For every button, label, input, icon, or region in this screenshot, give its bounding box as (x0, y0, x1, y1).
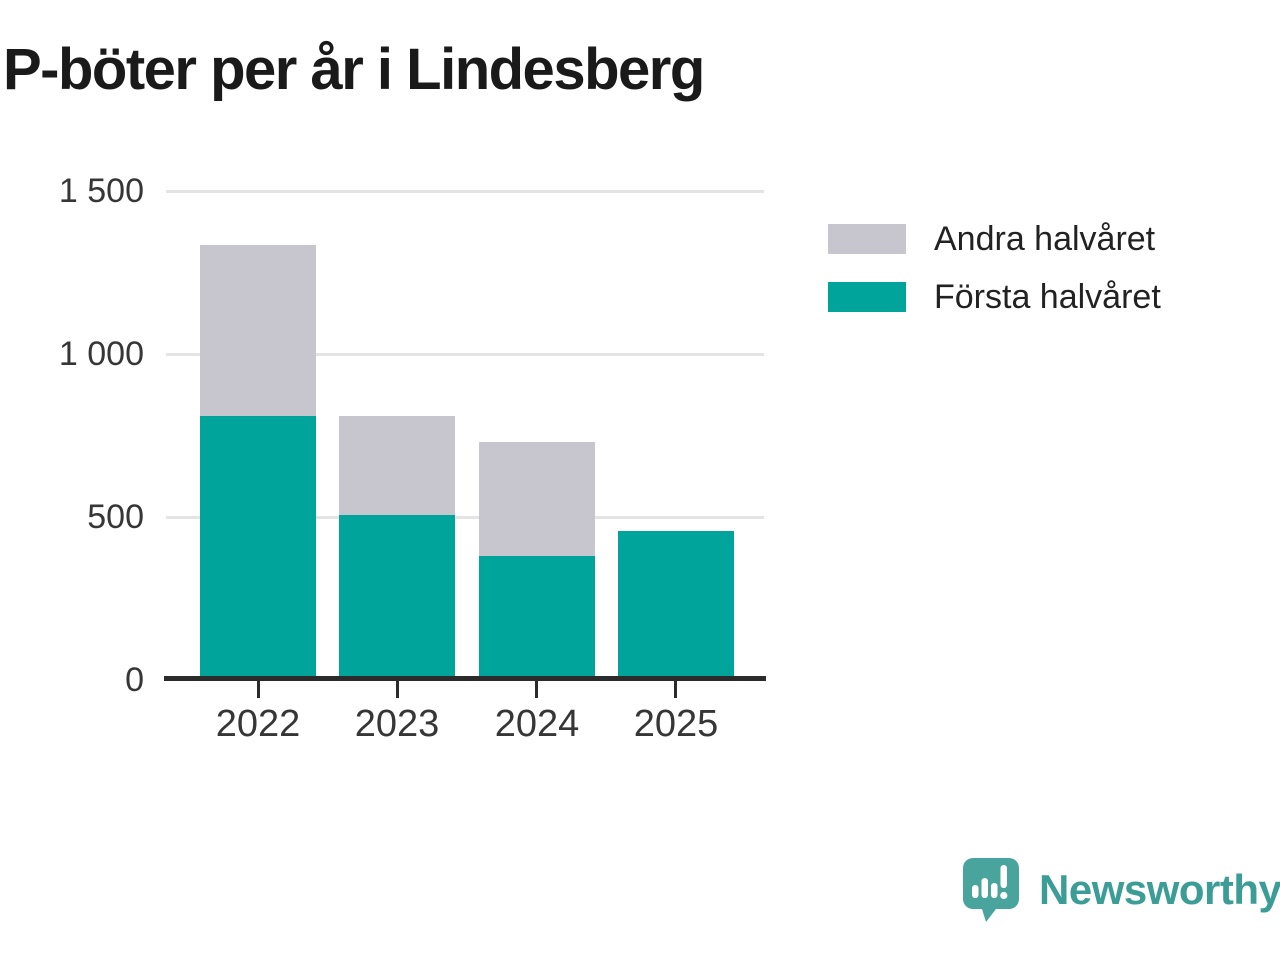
legend-label-andra-halvaret: Andra halvåret (934, 219, 1156, 258)
x-axis-line (164, 676, 766, 681)
x-axis-tick-2022 (257, 681, 260, 698)
gridline-500 (166, 516, 764, 519)
bar-2024-andra-halvaret (479, 442, 595, 556)
x-axis-tick-label-2024: 2024 (494, 703, 580, 745)
bar-2023-andra-halvaret (339, 416, 455, 515)
newsworthy-wordmark: Newsworthy (1039, 866, 1280, 913)
legend-swatch-andra-halvaret (828, 224, 906, 254)
chart-title: P-böter per år i Lindesberg (3, 37, 705, 102)
bar-2025-forsta-halvaret (618, 531, 734, 678)
x-axis-tick-2025 (674, 681, 677, 698)
x-axis-tick-label-2025: 2025 (633, 703, 719, 745)
y-axis-tick-label-1000: 1 000 (58, 335, 144, 373)
legend-label-forsta-halvaret: Första halvåret (934, 277, 1161, 316)
legend: Andra halvåret Första halvåret (828, 219, 1161, 338)
x-axis-tick-label-2022: 2022 (215, 703, 301, 745)
bar-2023-forsta-halvaret (339, 515, 455, 678)
legend-item-andra-halvaret: Andra halvåret (828, 219, 1161, 258)
gridline-1500 (166, 190, 764, 193)
bar-2022-forsta-halvaret (200, 416, 316, 678)
y-axis-tick-label-1500: 1 500 (58, 172, 144, 210)
y-axis-tick-label-500: 500 (87, 498, 144, 536)
newsworthy-bubble-chart-icon (963, 858, 1019, 922)
legend-swatch-forsta-halvaret (828, 282, 906, 312)
legend-item-forsta-halvaret: Första halvåret (828, 277, 1161, 316)
x-axis-tick-label-2023: 2023 (354, 703, 440, 745)
x-axis-tick-2023 (396, 681, 399, 698)
x-axis-tick-2024 (535, 681, 538, 698)
newsworthy-logo: Newsworthy (963, 858, 1280, 922)
y-axis-tick-label-0: 0 (125, 661, 144, 699)
gridline-1000 (166, 353, 764, 356)
bar-2022-andra-halvaret (200, 245, 316, 416)
bar-2024-forsta-halvaret (479, 556, 595, 678)
